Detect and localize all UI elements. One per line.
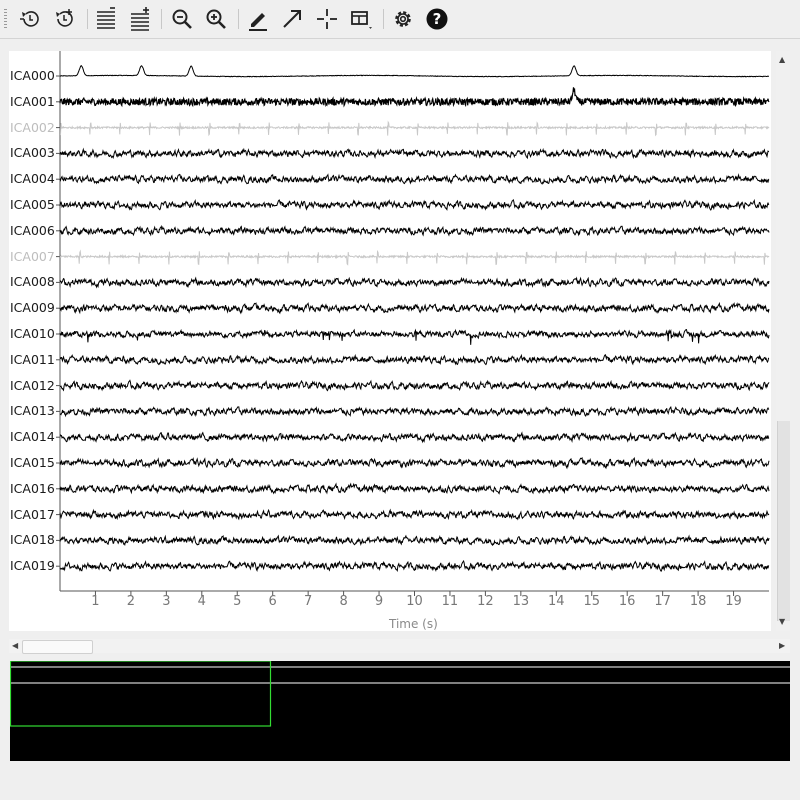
fewer-channels-icon[interactable] bbox=[92, 5, 120, 33]
channel-label[interactable]: ICA011 bbox=[10, 351, 55, 367]
channel-trace bbox=[59, 198, 770, 211]
channel-trace bbox=[59, 534, 770, 547]
channel-trace bbox=[59, 276, 770, 289]
zoom-out-icon[interactable] bbox=[168, 5, 196, 33]
x-tick-label: 7 bbox=[304, 594, 313, 609]
x-tick-label: 6 bbox=[268, 594, 277, 609]
channel-label[interactable]: ICA008 bbox=[10, 274, 55, 290]
channel-label[interactable]: ICA003 bbox=[10, 145, 55, 161]
channel-trace bbox=[59, 482, 770, 495]
overview-bar[interactable] bbox=[9, 660, 790, 761]
channel-label[interactable]: ICA004 bbox=[10, 171, 55, 187]
overview-view-window bbox=[9, 660, 272, 727]
x-tick-label: 12 bbox=[477, 594, 494, 609]
channel-label[interactable]: ICA009 bbox=[10, 300, 55, 316]
channel-label[interactable]: ICA019 bbox=[10, 558, 55, 574]
x-tick-label: 8 bbox=[339, 594, 348, 609]
channel-label[interactable]: ICA012 bbox=[10, 377, 55, 393]
x-tick-label: 10 bbox=[406, 594, 423, 609]
raw-data-plot[interactable]: ICA000 ICA001 ICA002 ICA003 ICA004 ICA005 ICA0… bbox=[9, 51, 771, 631]
crosshair-icon[interactable] bbox=[313, 5, 341, 33]
channel-label[interactable]: ICA014 bbox=[10, 429, 55, 445]
channel-trace bbox=[59, 353, 770, 366]
scroll-right-arrow-icon[interactable]: ▶ bbox=[779, 641, 786, 650]
channel-label[interactable]: ICA017 bbox=[10, 506, 55, 522]
projector-menu-icon[interactable] bbox=[347, 5, 375, 33]
x-tick-label: 18 bbox=[689, 594, 707, 609]
x-tick-label: 19 bbox=[725, 594, 742, 609]
channel-label[interactable]: ICA015 bbox=[10, 455, 55, 470]
x-tick-label: 2 bbox=[126, 594, 136, 609]
channel-trace bbox=[59, 65, 769, 78]
channel-trace bbox=[59, 87, 770, 108]
x-tick-label: 16 bbox=[618, 594, 636, 609]
channel-scrollbar[interactable]: ▲ ▼ bbox=[776, 51, 790, 631]
time-scrollbar[interactable]: ◀ ▶ bbox=[9, 639, 790, 654]
channel-label[interactable]: ICA002 bbox=[10, 119, 55, 135]
more-channels-icon[interactable] bbox=[126, 5, 154, 33]
channel-trace bbox=[59, 249, 770, 266]
channel-trace bbox=[59, 120, 770, 137]
x-tick-label: 4 bbox=[197, 594, 206, 609]
channel-label[interactable]: ICA006 bbox=[10, 222, 55, 238]
trace-canvas[interactable] bbox=[9, 51, 771, 631]
help-icon[interactable]: ? bbox=[423, 5, 451, 33]
channel-label[interactable]: ICA001 bbox=[10, 93, 55, 109]
scroll-down-arrow-icon[interactable]: ▼ bbox=[779, 617, 786, 626]
time-axis-label: Time (s) bbox=[389, 617, 438, 631]
x-tick-label: 5 bbox=[233, 594, 242, 609]
time-scrollbar-thumb[interactable] bbox=[22, 640, 93, 654]
channel-label[interactable]: ICA010 bbox=[10, 326, 55, 341]
channel-scrollbar-thumb[interactable] bbox=[777, 421, 790, 621]
channel-trace bbox=[59, 431, 770, 444]
channel-trace bbox=[59, 328, 770, 345]
x-tick-label: 17 bbox=[654, 594, 671, 609]
channel-trace bbox=[59, 559, 770, 573]
channel-label[interactable]: ICA018 bbox=[10, 532, 55, 548]
channel-label[interactable]: ICA013 bbox=[10, 403, 55, 419]
channel-trace bbox=[59, 224, 770, 237]
settings-gear-icon[interactable] bbox=[389, 5, 417, 33]
channel-trace bbox=[59, 405, 770, 418]
x-tick-label: 1 bbox=[91, 594, 100, 609]
scroll-left-arrow-icon[interactable]: ◀ bbox=[12, 641, 19, 650]
overview-canvas[interactable] bbox=[9, 660, 790, 761]
svg-text:?: ? bbox=[433, 10, 442, 28]
toolbar: ? bbox=[0, 0, 800, 39]
annotation-mode-icon[interactable] bbox=[244, 5, 272, 33]
x-tick-label: 14 bbox=[548, 594, 565, 609]
x-tick-label: 11 bbox=[441, 594, 459, 609]
scalebar-toggle-icon[interactable] bbox=[278, 5, 306, 33]
channel-trace bbox=[59, 173, 770, 185]
zoom-in-icon[interactable] bbox=[202, 5, 230, 33]
toolbar-grip[interactable] bbox=[4, 9, 7, 29]
x-tick-label: 9 bbox=[374, 594, 384, 609]
channel-label[interactable]: ICA007 bbox=[10, 248, 55, 264]
channel-label[interactable]: ICA005 bbox=[10, 197, 55, 212]
scroll-forward-in-time-icon[interactable] bbox=[50, 5, 78, 33]
x-tick-label: 15 bbox=[583, 594, 601, 609]
channel-trace bbox=[59, 456, 770, 470]
channel-trace bbox=[59, 508, 770, 521]
channel-trace bbox=[59, 147, 770, 160]
channel-trace bbox=[59, 379, 770, 392]
x-tick-label: 3 bbox=[162, 594, 171, 609]
channel-label[interactable]: ICA016 bbox=[10, 480, 55, 496]
scroll-back-in-time-icon[interactable] bbox=[16, 5, 44, 33]
channel-label[interactable]: ICA000 bbox=[10, 68, 55, 83]
scroll-up-arrow-icon[interactable]: ▲ bbox=[779, 55, 786, 64]
x-tick-label: 13 bbox=[512, 594, 530, 609]
channel-trace bbox=[59, 301, 770, 315]
